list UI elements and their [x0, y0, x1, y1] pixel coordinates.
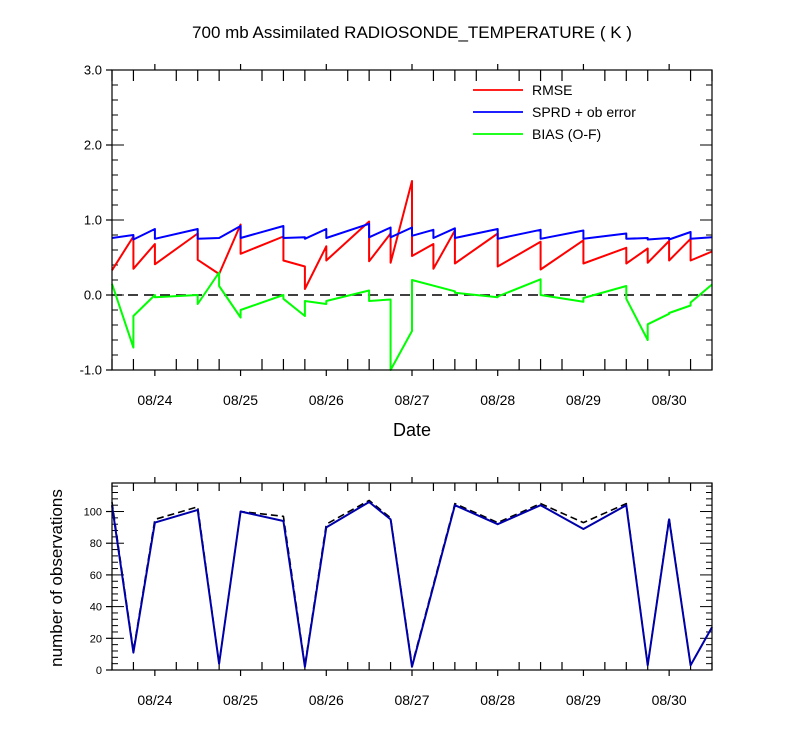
top-plot-frame — [111, 69, 713, 371]
bottom-y-tick-label: 60 — [90, 570, 102, 582]
bottom-x-tick-label: 08/25 — [223, 692, 258, 708]
bottom-x-tick-label: 08/30 — [652, 692, 687, 708]
top-x-tick-label: 08/27 — [394, 392, 429, 408]
top-series-sprd-ob-error-line — [111, 222, 713, 241]
bottom-x-tick-label: 08/28 — [480, 692, 515, 708]
legend-rmse-label: RMSE — [532, 82, 572, 98]
top-y-tick-label: 1.0 — [84, 213, 102, 228]
legend-bias-label: BIAS (O-F) — [532, 126, 601, 142]
bottom-y-tick-label: 80 — [90, 538, 102, 550]
top-y-tick-label: -1.0 — [80, 363, 102, 378]
top-x-tick-label: 08/28 — [480, 392, 515, 408]
top-series-rmse-line — [111, 180, 713, 290]
top-plot-panel: 08/24 08/25 08/26 08/27 08/28 08/29 08/30 -1.0 0… — [80, 63, 713, 408]
top-x-tick-label: 08/30 — [652, 392, 687, 408]
bottom-y-tick-label: 100 — [84, 506, 102, 518]
bottom-series-lines — [111, 499, 713, 668]
bottom-x-tick-label: 08/24 — [137, 692, 172, 708]
legend-sprd-label: SPRD + ob error — [532, 104, 636, 120]
top-y-tick-label: 0.0 — [84, 288, 102, 303]
bottom-x-tick-label: 08/26 — [309, 692, 344, 708]
top-x-tick-label: 08/26 — [309, 392, 344, 408]
bottom-tick-labels: 08/24 08/25 08/26 08/27 08/28 08/29 08/30 0 20 40… — [84, 506, 687, 708]
top-x-tick-label: 08/25 — [223, 392, 258, 408]
legend: RMSE SPRD + ob error BIAS (O-F) — [473, 82, 636, 142]
top-x-tick-label: 08/24 — [137, 392, 172, 408]
chart-title: 700 mb Assimilated RADIOSONDE_TEMPERATUR… — [192, 23, 632, 42]
top-y-tick-label: 3.0 — [84, 63, 102, 78]
bottom-plot-frame — [111, 482, 713, 671]
bottom-x-tick-label: 08/29 — [566, 692, 601, 708]
top-tick-labels: 08/24 08/25 08/26 08/27 08/28 08/29 08/30 -1.0 0… — [80, 63, 687, 408]
x-axis-label: Date — [393, 420, 431, 440]
bottom-y-tick-label: 0 — [96, 665, 102, 677]
bottom-plot-panel: 08/24 08/25 08/26 08/27 08/28 08/29 08/30 0 20 40… — [84, 477, 713, 708]
top-x-tick-label: 08/29 — [566, 392, 601, 408]
top-y-tick-label: 2.0 — [84, 138, 102, 153]
y-axis-label-observations: number of observations — [47, 489, 66, 667]
bottom-series-observations-used-line — [111, 501, 713, 668]
top-series-lines — [111, 180, 713, 371]
bottom-y-tick-label: 40 — [90, 602, 102, 614]
bottom-x-tick-label: 08/27 — [394, 692, 429, 708]
bottom-series-observations-possible-line — [111, 499, 713, 667]
top-series-bias-o-f-line — [111, 271, 713, 371]
top-axis-ticks — [106, 64, 713, 376]
bottom-y-tick-label: 20 — [90, 633, 102, 645]
